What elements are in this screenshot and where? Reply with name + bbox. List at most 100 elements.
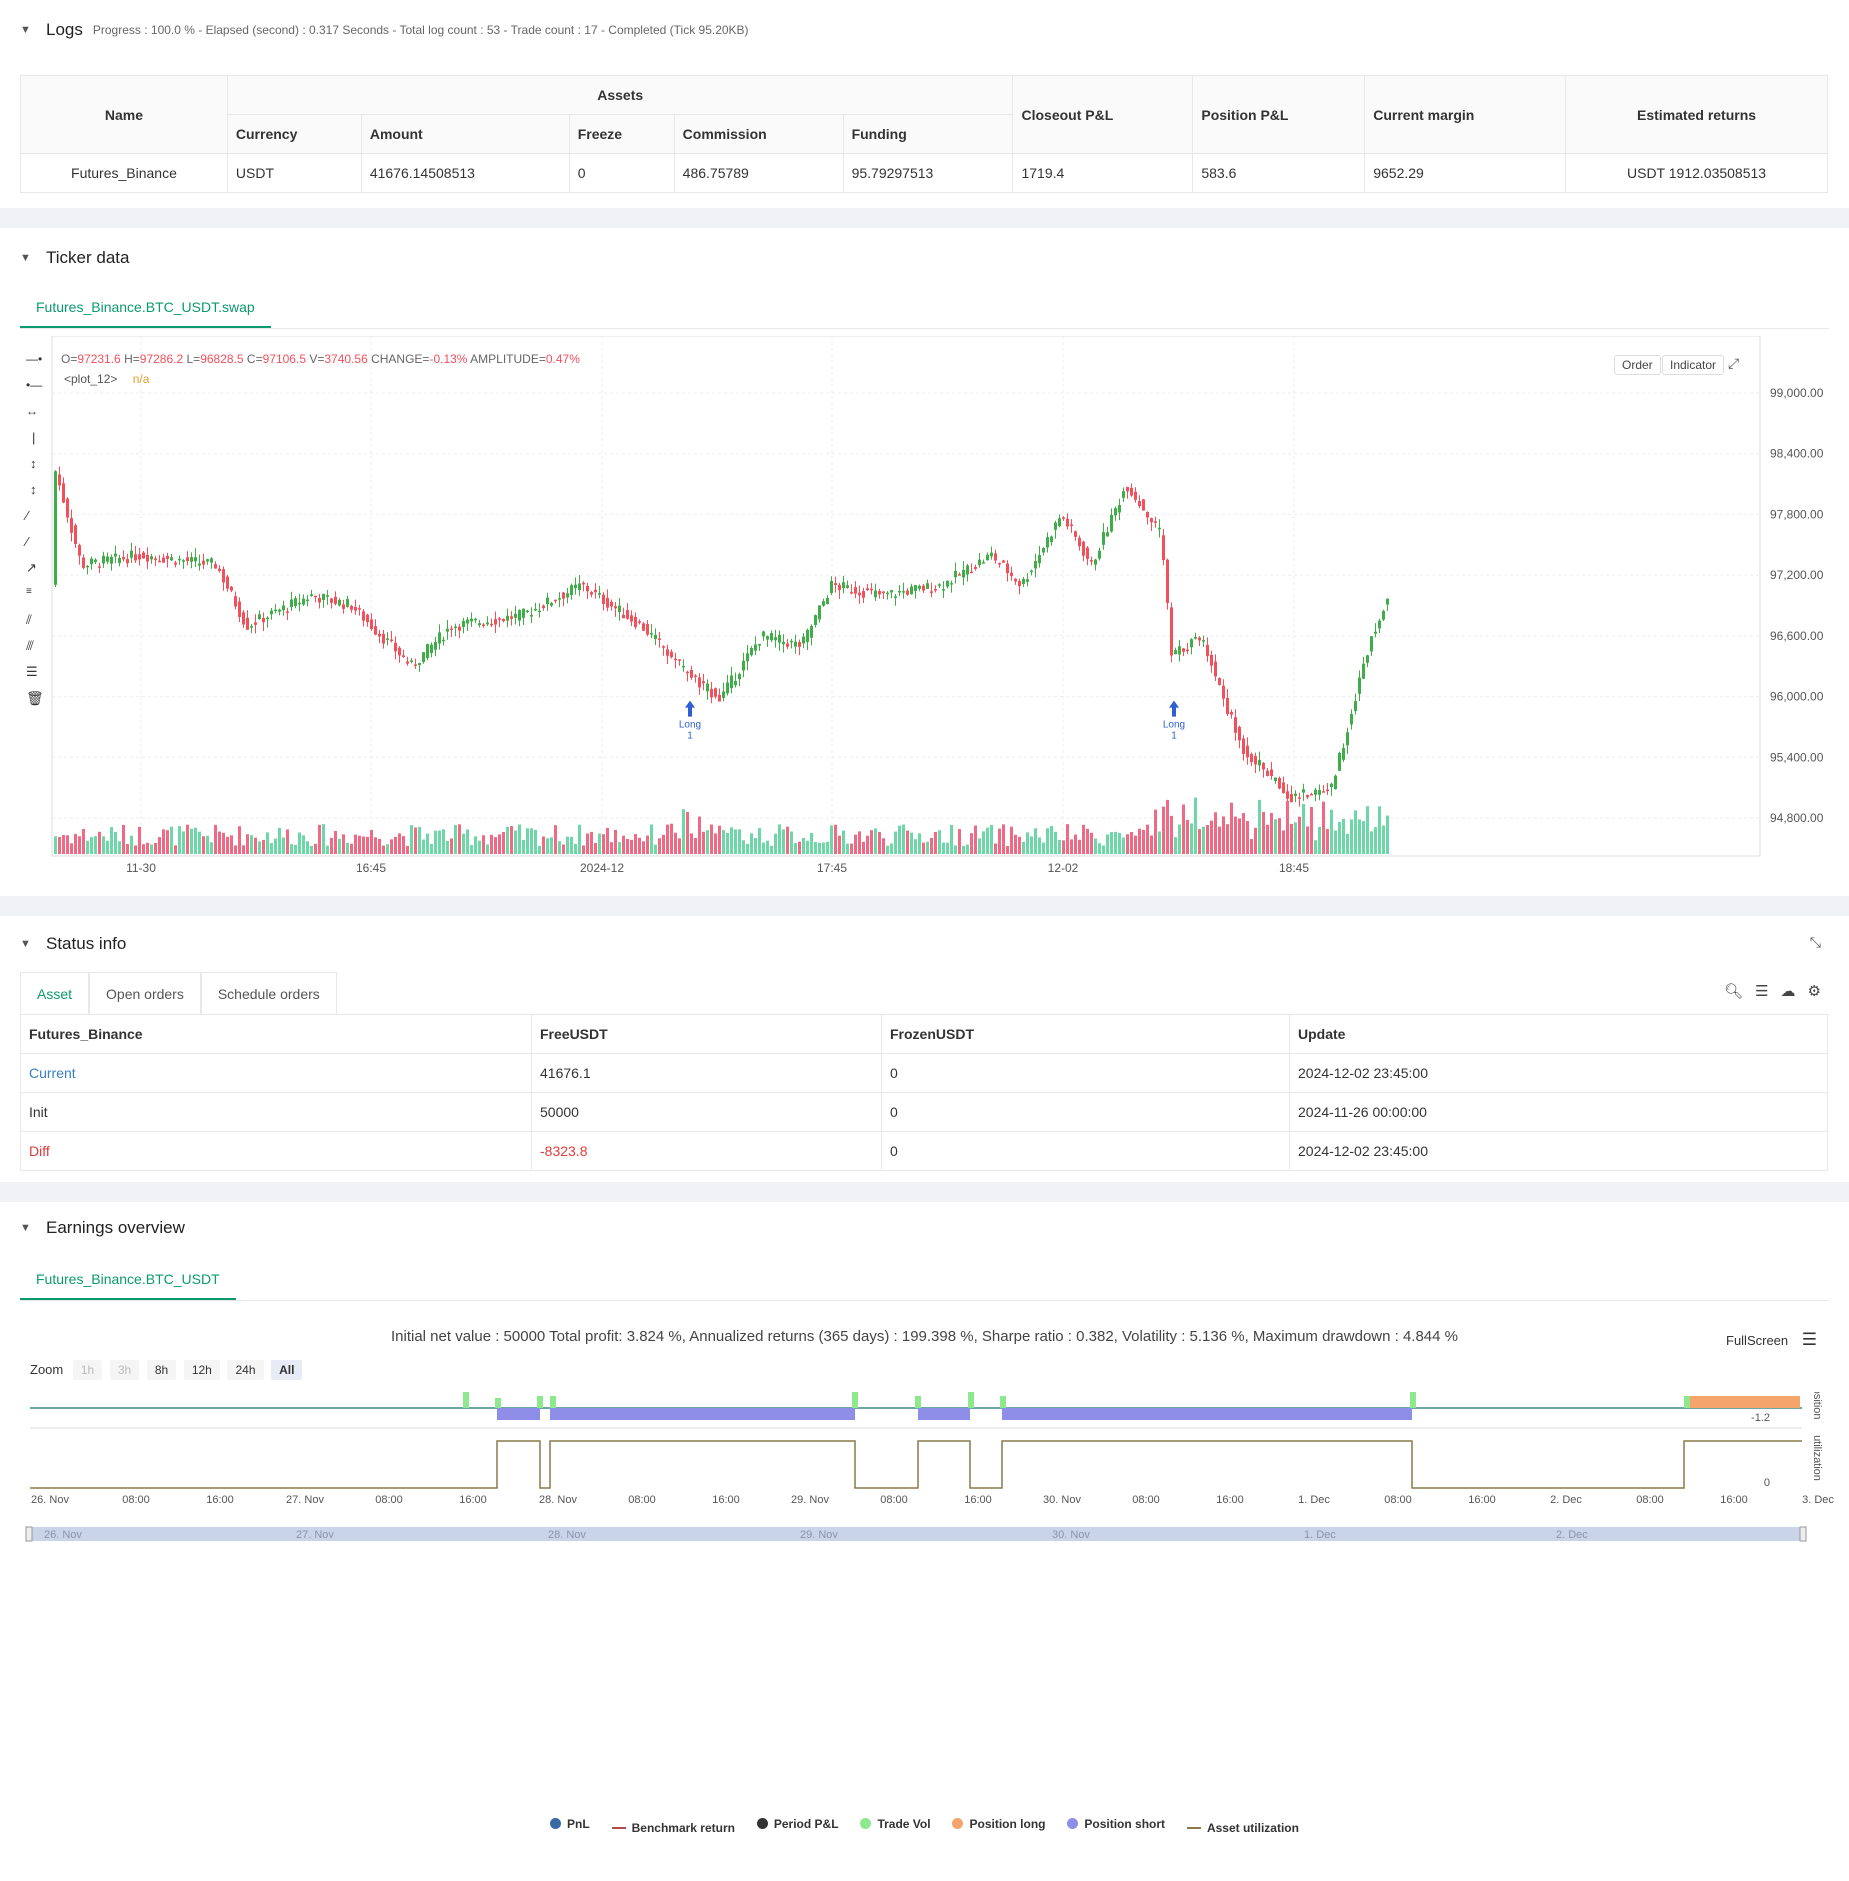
candlestick-chart[interactable]: 99,000.00 98,400.00 97,800.00 97,200.00 96,6… [0, 336, 1849, 896]
zoom-8h[interactable]: 8h [146, 1360, 177, 1380]
trend-line-icon[interactable]: ∕ [26, 508, 29, 523]
list-icon[interactable]: ☰ [1755, 983, 1769, 1000]
x-tick-label: 18:45 [1279, 861, 1309, 875]
horizontal-line-icon[interactable]: —• [26, 352, 43, 366]
volume-bar [278, 827, 281, 854]
price-range-icon[interactable]: ≡ [26, 586, 32, 597]
volume-bar [454, 825, 457, 854]
candle-body [818, 605, 821, 620]
logs-table: Name Assets Closeout P&L Position P&L Cu… [20, 75, 1828, 193]
volume-bar [606, 827, 609, 854]
volume-bar [170, 826, 173, 854]
fib-channel-icon[interactable]: ⫻ [26, 638, 34, 653]
candle-body [130, 550, 133, 558]
horizontal-ray-icon[interactable]: •— [26, 378, 43, 392]
volume-bar [674, 832, 677, 854]
trash-icon[interactable]: 🗑 [26, 690, 44, 706]
tab-open-orders[interactable]: Open orders [89, 972, 201, 1014]
tab-asset[interactable]: Asset [20, 972, 90, 1014]
fib-retracement-icon[interactable]: ☰ [26, 664, 38, 679]
legend-period-pnl[interactable]: Period P&L [756, 1817, 839, 1831]
earnings-header[interactable]: ▼ Earnings overview [20, 1218, 185, 1238]
candle-body [542, 605, 545, 609]
parallel-channel-icon[interactable]: ⫽ [26, 612, 32, 627]
candle-body [906, 590, 909, 595]
vertical-line-icon[interactable]: | [32, 430, 36, 445]
volume-bar [218, 831, 221, 854]
candle-body [1270, 769, 1273, 776]
fullscreen-label: FullScreen [1726, 1333, 1789, 1348]
volume-bar [974, 825, 977, 854]
logs-header[interactable]: ▼ Logs Progress : 100.0 % - Elapsed (sec… [20, 20, 749, 40]
candle-body [1210, 654, 1213, 666]
legend-pnl[interactable]: PnL [550, 1817, 590, 1831]
volume-bar [290, 844, 293, 854]
candle-body [226, 576, 229, 589]
collapse-icon[interactable]: ⤡ [1809, 934, 1821, 950]
candle-body [498, 618, 501, 620]
volume-bar [614, 829, 617, 854]
candle-body [718, 694, 721, 702]
tab-btc-usdt-swap[interactable]: Futures_Binance.BTC_USDT.swap [20, 286, 271, 328]
trend-ray-icon[interactable]: ∕ [26, 534, 29, 549]
zoom-1h[interactable]: 1h [72, 1360, 103, 1380]
cloud-download-icon[interactable]: ☁ [1780, 983, 1796, 1000]
gear-icon[interactable]: ⚙ [1807, 983, 1821, 1000]
fullscreen-button[interactable]: FullScreen ☰ [1726, 1330, 1817, 1350]
col-commission: Commission [673, 114, 844, 154]
ticker-section: ▼ Ticker data Futures_Binance.BTC_USDT.s… [0, 228, 1849, 896]
volume-bar [386, 844, 389, 854]
legend-trade-vol[interactable]: Trade Vol [860, 1817, 931, 1831]
menu-icon[interactable]: ☰ [1801, 1330, 1818, 1349]
legend-benchmark[interactable]: Benchmark return [611, 1821, 735, 1835]
zoom-12h[interactable]: 12h [183, 1360, 220, 1380]
tab-btc-usdt[interactable]: Futures_Binance.BTC_USDT [20, 1258, 236, 1300]
earnings-chart[interactable]: 2000150010005000-500-1000-1500-2000-2500… [0, 1392, 1849, 1871]
search-icon[interactable]: 🔍︎ [1724, 983, 1744, 1000]
volume-bar [402, 836, 405, 854]
volume-bar [1218, 826, 1221, 854]
volume-bar [346, 842, 349, 854]
horizontal-segment-icon[interactable]: ↔ [26, 404, 38, 418]
candle-body [1258, 760, 1261, 766]
zoom-3h[interactable]: 3h [109, 1360, 140, 1380]
volume-bar [150, 844, 153, 854]
tab-schedule-orders[interactable]: Schedule orders [200, 972, 337, 1014]
order-button[interactable]: Order [1614, 355, 1661, 375]
vertical-ray-icon[interactable]: ↕ [30, 456, 37, 471]
status-header[interactable]: ▼ Status info [20, 934, 126, 954]
candle-body [978, 559, 981, 566]
volume-bar [762, 842, 765, 854]
zoom-24h[interactable]: 24h [227, 1360, 264, 1380]
arrow-line-icon[interactable]: ↗ [26, 560, 37, 575]
expand-icon[interactable]: ⤢ [1728, 355, 1740, 371]
legend-asset-utilization[interactable]: Asset utilization [1186, 1821, 1299, 1835]
volume-bar [1054, 831, 1057, 854]
volume-bar [154, 842, 157, 854]
ticker-header[interactable]: ▼ Ticker data [20, 248, 129, 268]
volume-bar [1250, 839, 1253, 854]
volume-bar [554, 825, 557, 854]
volume-bar [390, 839, 393, 854]
candle-body [974, 567, 977, 569]
candle-body [246, 617, 249, 630]
candle-body [1350, 713, 1353, 725]
vertical-segment-icon[interactable]: ↕ [30, 482, 37, 497]
volume-bar [1230, 802, 1233, 854]
zoom-all[interactable]: All [271, 1360, 303, 1380]
status-title: Status info [46, 934, 127, 953]
volume-bar [506, 826, 509, 854]
legend-position-short[interactable]: Position short [1067, 1817, 1165, 1831]
candle-body [1242, 738, 1245, 754]
candle-body [734, 681, 737, 686]
volume-bar [230, 835, 233, 854]
volume-bar [414, 827, 417, 854]
indicator-button[interactable]: Indicator [1662, 355, 1725, 375]
volume-bar [1314, 840, 1317, 854]
candle-body [342, 604, 345, 609]
legend-position-long[interactable]: Position long [952, 1817, 1045, 1831]
candle-body [1062, 517, 1065, 519]
navigator-tick-label: 28. Nov [548, 1529, 586, 1541]
volume-bar [458, 824, 461, 854]
x-tick-label: 08:00 [880, 1494, 908, 1506]
